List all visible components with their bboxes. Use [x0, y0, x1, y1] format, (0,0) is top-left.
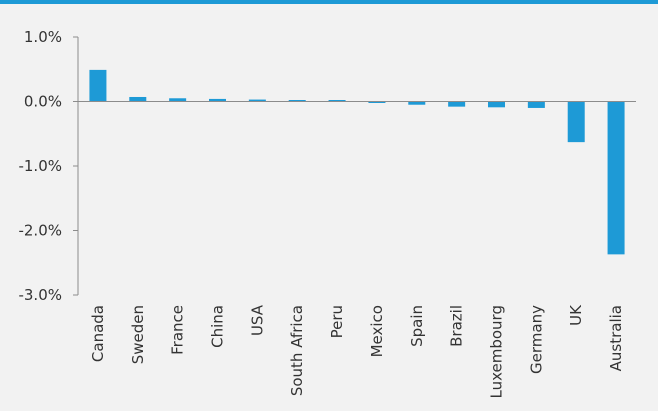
x-tick-label: Peru — [328, 305, 346, 338]
x-tick-label: Brazil — [448, 305, 466, 347]
y-tick-label: 1.0% — [24, 28, 62, 46]
y-tick-label: 0.0% — [24, 93, 62, 111]
x-tick-label: Spain — [408, 305, 426, 347]
x-tick-label: France — [169, 305, 187, 355]
x-tick-label: South Africa — [288, 305, 306, 396]
bar-peru — [328, 100, 346, 102]
bar-luxembourg — [488, 101, 505, 108]
x-tick-label: Luxembourg — [488, 305, 506, 399]
x-axis-labels: Canada Sweden France China USA South Africa Pe… — [89, 304, 625, 399]
bar-canada — [89, 69, 107, 102]
x-tick-label: Australia — [607, 305, 625, 371]
bar-usa — [248, 99, 266, 102]
bar-spain — [408, 101, 426, 105]
y-axis: 1.0% 0.0% -1.0% -2.0% -3.0% — [18, 28, 79, 304]
y-tick-label: -3.0% — [18, 286, 62, 304]
bar-uk — [567, 101, 585, 143]
x-tick-label: USA — [248, 304, 266, 336]
bar-south-africa — [288, 100, 306, 102]
x-tick-label: China — [209, 305, 227, 348]
y-tick-label: -1.0% — [18, 157, 62, 175]
bar-australia — [607, 101, 625, 255]
bar-brazil — [448, 101, 466, 107]
x-tick-label: Mexico — [368, 305, 386, 357]
bar-china — [209, 98, 226, 102]
x-tick-label: Sweden — [129, 305, 147, 364]
x-tick-label: UK — [567, 304, 585, 326]
bar-germany — [527, 101, 545, 108]
bar-france — [169, 98, 187, 102]
y-tick-label: -2.0% — [18, 222, 62, 240]
x-tick-label: Canada — [89, 305, 107, 362]
x-tick-label: Germany — [527, 305, 545, 374]
bar-sweden — [129, 96, 147, 102]
top-accent-rule — [0, 0, 658, 4]
bars — [89, 69, 625, 255]
bar-mexico — [368, 101, 386, 103]
